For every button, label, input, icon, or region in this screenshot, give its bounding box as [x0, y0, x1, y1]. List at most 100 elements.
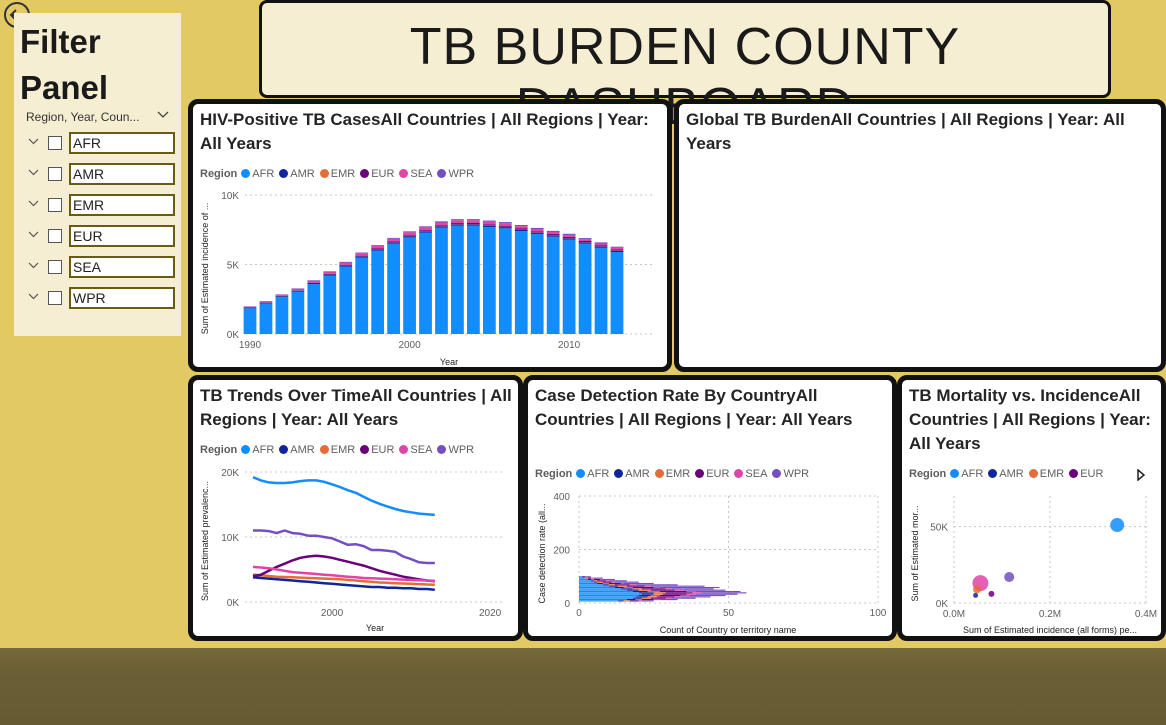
bar-segment-sea[interactable] — [590, 577, 594, 579]
bar-segment-eur[interactable] — [650, 589, 675, 591]
bar-segment-afr[interactable] — [579, 581, 594, 583]
bar-segment-sea[interactable] — [419, 227, 432, 231]
bar-segment-wpr[interactable] — [435, 221, 448, 223]
bar-segment-wpr[interactable] — [614, 581, 639, 583]
bar-segment-emr[interactable] — [653, 592, 666, 594]
bar-segment-sea[interactable] — [638, 600, 642, 602]
bar-segment-emr[interactable] — [638, 589, 651, 591]
bar-segment-wpr[interactable] — [671, 597, 696, 599]
bar-segment-afr[interactable] — [579, 600, 618, 602]
bar-segment-afr[interactable] — [467, 225, 480, 334]
bar-segment-eur[interactable] — [587, 577, 591, 579]
bar-segment-afr[interactable] — [579, 596, 636, 598]
filter-header[interactable]: Region, Year, Coun... — [26, 110, 140, 124]
bar-segment-wpr[interactable] — [387, 237, 400, 239]
bar-segment-sea[interactable] — [674, 596, 681, 598]
bar-segment-sea[interactable] — [291, 288, 305, 291]
legend-item-wpr[interactable]: WPR — [772, 468, 809, 480]
legend-item-afr[interactable]: AFR — [950, 468, 983, 480]
bar-segment-eur[interactable] — [610, 249, 624, 251]
legend-item-amr[interactable]: AMR — [614, 468, 650, 480]
bar-segment-eur[interactable] — [419, 230, 432, 232]
bar-segment-amr[interactable] — [371, 249, 385, 251]
bar-segment-afr[interactable] — [579, 590, 633, 593]
chevron-down-icon[interactable] — [28, 293, 39, 300]
line-series-emr[interactable] — [252, 573, 435, 587]
bar-segment-amr[interactable] — [323, 274, 337, 276]
bar-segment-sea[interactable] — [307, 280, 321, 283]
bar-segment-amr[interactable] — [594, 246, 608, 248]
bar-segment-eur[interactable] — [371, 248, 385, 250]
checkbox[interactable] — [48, 198, 62, 212]
line-series-wpr[interactable] — [253, 529, 435, 565]
bar-segment-wpr[interactable] — [689, 594, 726, 597]
bar-segment-wpr[interactable] — [650, 585, 705, 587]
bar-segment-sea[interactable] — [467, 220, 480, 224]
bar-segment-sea[interactable] — [514, 226, 528, 229]
bar-segment-eur[interactable] — [596, 580, 606, 582]
bar-segment-wpr[interactable] — [482, 220, 496, 222]
bar-segment-wpr[interactable] — [695, 593, 738, 595]
bar-segment-sea[interactable] — [674, 589, 684, 591]
bar-segment-amr[interactable] — [275, 296, 289, 298]
bar-segment-sea[interactable] — [629, 584, 636, 586]
bar-segment-wpr[interactable] — [671, 588, 714, 590]
bar-segment-amr[interactable] — [626, 589, 639, 591]
bar-segment-amr[interactable] — [291, 290, 305, 292]
legend-item-emr[interactable]: EMR — [1028, 468, 1064, 480]
checkbox[interactable] — [48, 260, 62, 274]
card-global-tb-burden[interactable]: Global TB BurdenAll Countries | All Regi… — [674, 99, 1166, 372]
chevron-down-icon[interactable] — [28, 200, 39, 207]
bar-segment-emr[interactable] — [623, 600, 630, 602]
bar-segment-afr[interactable] — [323, 275, 337, 334]
line-series-afr[interactable] — [252, 476, 435, 517]
bar-segment-afr[interactable] — [594, 247, 608, 334]
bar-segment-wpr[interactable] — [584, 576, 591, 578]
bar-segment-amr[interactable] — [641, 593, 654, 595]
bar-segment-wpr[interactable] — [323, 271, 337, 272]
bar-segment-wpr[interactable] — [403, 231, 416, 233]
bar-segment-amr[interactable] — [514, 229, 528, 232]
legend-item-emr[interactable]: EMR — [654, 468, 690, 480]
bar-segment-wpr[interactable] — [339, 261, 353, 263]
bar-segment-sea[interactable] — [403, 232, 416, 236]
bar-segment-afr[interactable] — [579, 597, 633, 599]
scatter-point-afr[interactable] — [1110, 518, 1125, 533]
bar-segment-eur[interactable] — [562, 236, 576, 238]
bar-segment-eur[interactable] — [594, 245, 608, 247]
bar-segment-amr[interactable] — [307, 282, 321, 284]
bar-segment-amr[interactable] — [243, 307, 257, 309]
chevron-down-icon[interactable] — [157, 111, 169, 119]
bar-segment-sea[interactable] — [610, 247, 624, 250]
bar-segment-wpr[interactable] — [593, 577, 603, 579]
bar-segment-eur[interactable] — [662, 593, 687, 595]
bar-segment-sea[interactable] — [680, 594, 690, 597]
bar-segment-emr[interactable] — [623, 586, 633, 589]
bar-segment-wpr[interactable] — [701, 592, 747, 594]
bar-segment-afr[interactable] — [530, 233, 544, 334]
bar-segment-amr[interactable] — [626, 598, 636, 601]
bar-segment-afr[interactable] — [419, 232, 432, 334]
play-axis-icon[interactable] — [1136, 469, 1146, 481]
bar-segment-wpr[interactable] — [562, 233, 576, 235]
bar-segment-amr[interactable] — [562, 238, 576, 240]
bar-segment-afr[interactable] — [562, 239, 576, 334]
bar-segment-amr[interactable] — [578, 242, 592, 244]
bar-segment-afr[interactable] — [579, 594, 639, 597]
bar-segment-eur[interactable] — [641, 598, 654, 601]
bar-segment-wpr[interactable] — [635, 584, 678, 586]
chevron-down-icon[interactable] — [28, 169, 39, 176]
bar-segment-afr[interactable] — [435, 227, 448, 334]
bar-segment-wpr[interactable] — [623, 582, 654, 585]
bar-segment-afr[interactable] — [579, 588, 621, 590]
card-mortality-vs-incidence[interactable]: TB Mortality vs. IncidenceAll Countries … — [897, 375, 1166, 641]
legend-item-eur[interactable]: EUR — [1069, 468, 1103, 480]
bar-segment-wpr[interactable] — [530, 227, 544, 230]
bar-segment-afr[interactable] — [498, 228, 512, 334]
bar-segment-amr[interactable] — [632, 590, 648, 593]
bar-segment-eur[interactable] — [546, 234, 560, 236]
bar-segment-sea[interactable] — [605, 580, 609, 582]
bar-segment-eur[interactable] — [626, 585, 645, 587]
bar-segment-eur[interactable] — [451, 223, 464, 225]
bar-segment-wpr[interactable] — [680, 596, 711, 598]
